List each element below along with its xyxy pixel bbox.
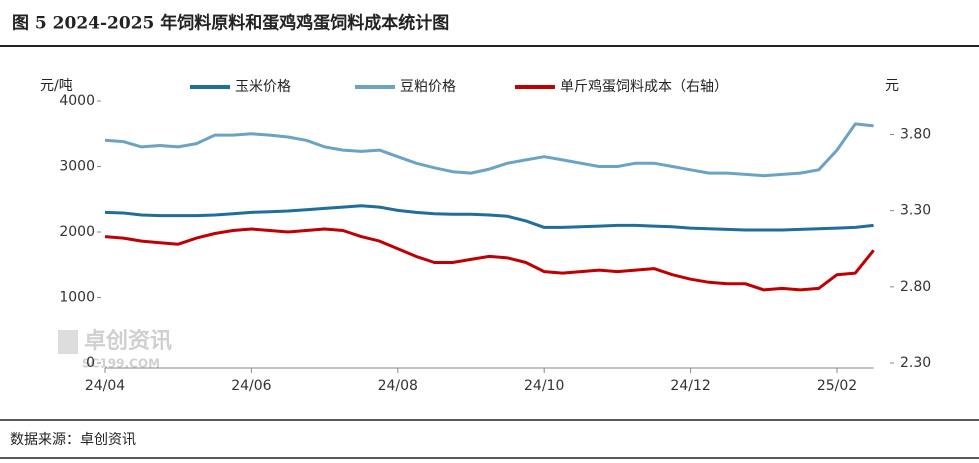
- x-tick-label: 24/10: [524, 378, 564, 394]
- y2-axis-label: 元: [885, 78, 899, 94]
- x-tick-label: 24/06: [231, 378, 271, 394]
- legend-label: 豆粕价格: [400, 79, 456, 95]
- y-tick-label: 3000: [59, 159, 95, 175]
- chart-title: 图 5 2024-2025 年饲料原料和蛋鸡鸡蛋饲料成本统计图: [12, 13, 449, 34]
- watermark-logo: [58, 330, 78, 354]
- watermark: SC199.COM: [82, 357, 160, 371]
- y-tick-label: 0: [86, 355, 95, 371]
- series-line: [104, 204, 874, 232]
- series-line: [104, 122, 874, 178]
- y-axis-label: 元/吨: [40, 78, 73, 94]
- y2-tick-label: 2.30: [900, 355, 931, 371]
- series-line: [104, 227, 875, 292]
- y2-tick-label: 3.80: [900, 127, 931, 143]
- legend-label: 玉米价格: [235, 79, 291, 95]
- watermark: 卓创资讯: [84, 329, 172, 354]
- y2-tick-label: 3.30: [900, 203, 931, 219]
- x-tick-label: 25/02: [817, 378, 857, 394]
- y-tick-label: 1000: [59, 290, 95, 306]
- legend-label: 单斤鸡蛋饲料成本（右轴）: [560, 78, 728, 95]
- x-tick-label: 24/04: [85, 378, 125, 394]
- x-tick-label: 24/08: [378, 378, 418, 394]
- y-tick-label: 2000: [59, 224, 95, 240]
- source: 数据来源：卓创资讯: [10, 432, 136, 448]
- y2-tick-label: 2.80: [900, 279, 931, 295]
- x-tick-label: 24/12: [670, 378, 710, 394]
- y-tick-label: 4000: [59, 93, 95, 109]
